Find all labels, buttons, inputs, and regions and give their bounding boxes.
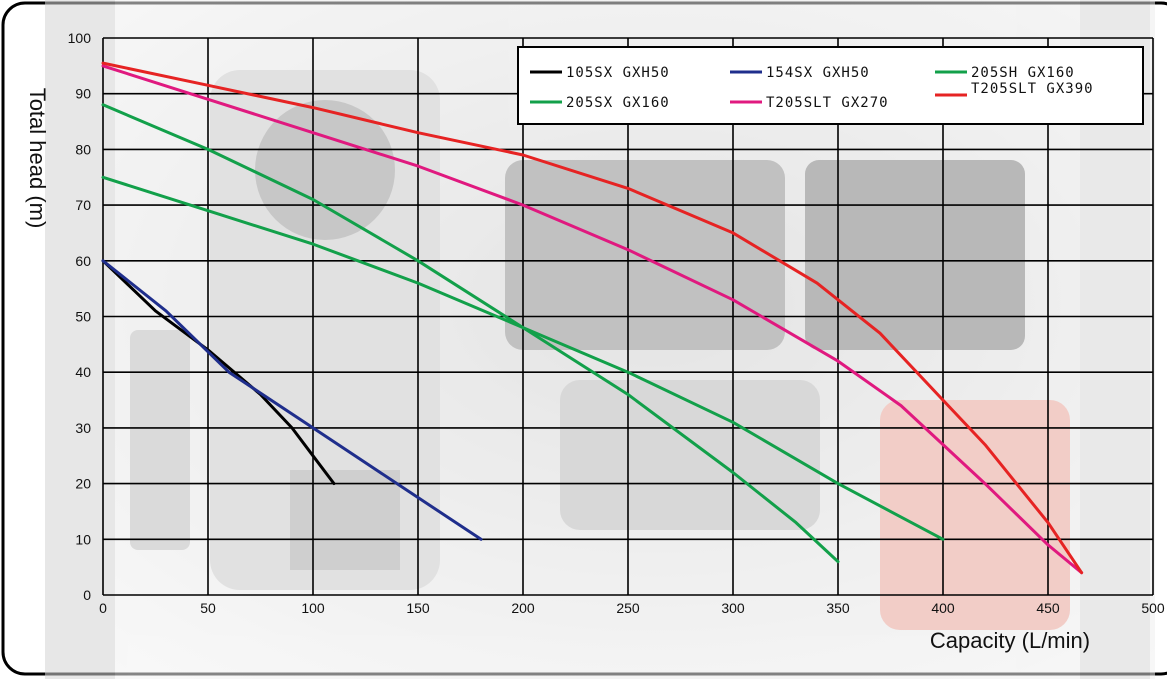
legend-label: 105SX GXH50 — [566, 65, 670, 81]
x-tick-label: 500 — [1141, 600, 1165, 616]
x-axis-label: Capacity (L/min) — [930, 628, 1090, 653]
y-tick-label: 0 — [83, 587, 91, 603]
series-line-t205slt-gx390 — [101, 61, 1084, 575]
series-line-154sx-gxh50 — [101, 259, 483, 541]
legend: 105SX GXH50 154SX GXH50 205SH GX160 205SX G… — [517, 46, 1144, 125]
series-line-t205slt-gx270 — [101, 64, 1084, 575]
y-tick-label: 50 — [75, 309, 91, 325]
x-tick-label: 450 — [1036, 600, 1060, 616]
background-pump-photo — [45, 0, 1155, 679]
x-tick-label: 400 — [931, 600, 955, 616]
legend-label: 154SX GXH50 — [766, 65, 870, 81]
legend-label: 205SX GX160 — [566, 95, 670, 111]
legend-label: 205SH GX160 — [971, 65, 1075, 81]
x-tick-label: 50 — [200, 600, 216, 616]
y-tick-label: 90 — [75, 86, 91, 102]
x-tick-label: 350 — [826, 600, 850, 616]
x-tick-label: 300 — [721, 600, 745, 616]
x-tick-label: 200 — [511, 600, 535, 616]
legend-label: T205SLT GX270 — [766, 95, 889, 111]
plot-area: 0 50 100 150 200 250 300 350 400 450 500 0 10 20 30 40 5… — [68, 30, 1165, 616]
y-tick-label: 10 — [75, 531, 91, 547]
y-tick-label: 20 — [75, 476, 91, 492]
legend-box — [517, 46, 1144, 125]
y-axis-label: Total head (m) — [25, 88, 50, 229]
x-tick-label: 250 — [616, 600, 640, 616]
y-tick-label: 100 — [68, 30, 92, 46]
y-tick-label: 80 — [75, 141, 91, 157]
y-tick-label: 30 — [75, 420, 91, 436]
y-tick-label: 60 — [75, 253, 91, 269]
series-line-205sx-gx160 — [101, 175, 945, 541]
y-tick-label: 70 — [75, 197, 91, 213]
y-tick-label: 40 — [75, 364, 91, 380]
x-tick-label: 150 — [406, 600, 430, 616]
x-tick-label: 0 — [99, 600, 107, 616]
x-tick-label: 100 — [301, 600, 325, 616]
legend-label: T205SLT GX390 — [971, 81, 1094, 97]
